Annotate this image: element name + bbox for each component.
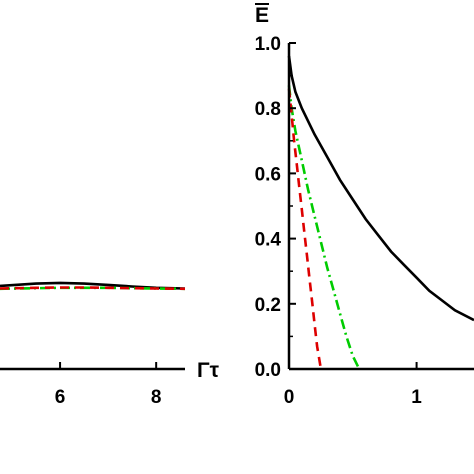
right-x-tick-label: 0: [284, 387, 295, 408]
right-series-line-3: [287, 88, 323, 370]
right-y-tick-label: 1.0: [255, 34, 281, 55]
left-series-line-2: [0, 286, 186, 291]
right-series-line-2: [287, 85, 361, 370]
left-panel: 6 8 Γτ: [0, 281, 220, 408]
right-y-tick-label: 0.4: [255, 230, 282, 251]
right-panel: 0 1 0.0 0.2 0.4 0.6 0.8 1.0 E: [255, 3, 474, 408]
right-y-tick-label: 0.6: [255, 164, 281, 185]
right-y-axis-title: E: [255, 4, 269, 27]
left-x-axis-title: Γτ: [197, 359, 220, 382]
right-series-line-1: [287, 55, 474, 322]
right-x-tick-label: 1: [411, 387, 422, 408]
right-y-tick-label: 0.0: [255, 360, 281, 381]
left-x-tick-label: 6: [55, 387, 66, 408]
left-x-tick-label: 8: [151, 387, 162, 408]
right-y-tick-label: 0.8: [255, 99, 281, 120]
left-series-line-3: [0, 286, 186, 291]
right-y-tick-label: 0.2: [255, 295, 281, 316]
